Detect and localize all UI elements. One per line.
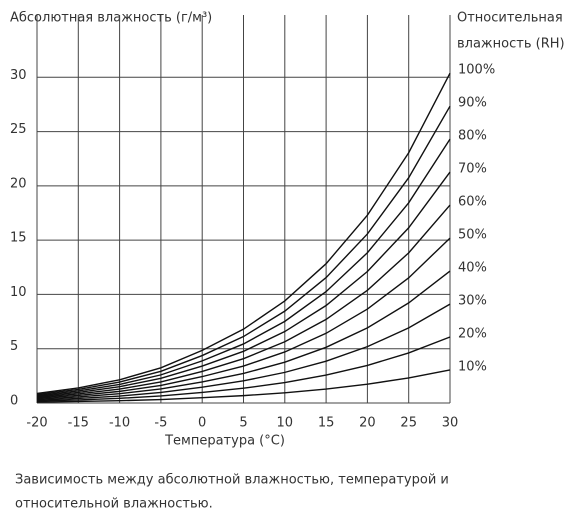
legend-label: 20% <box>458 327 487 342</box>
caption: Зависимость между абсолютной влажностью,… <box>15 473 449 488</box>
chart-title: Абсолютная влажность (г/м³) <box>10 11 212 26</box>
y-tick-label: 30 <box>10 68 27 83</box>
x-tick-label: 0 <box>198 416 206 431</box>
legend-label: 80% <box>458 129 487 144</box>
legend-label: 90% <box>458 96 487 111</box>
legend-label: 100% <box>458 63 495 78</box>
y-tick-label: 5 <box>10 339 18 354</box>
rh-curve <box>36 72 451 395</box>
x-tick-label: 15 <box>318 416 335 431</box>
rh-curve <box>36 171 451 397</box>
rh-curve <box>36 138 451 397</box>
x-tick-label: 10 <box>277 416 294 431</box>
x-tick-label: -10 <box>109 416 130 431</box>
x-tick-label: 25 <box>400 416 417 431</box>
y2-title: Относительная <box>457 11 563 26</box>
legend-label: 10% <box>458 360 487 375</box>
rh-curve <box>36 270 451 400</box>
x-tick-label: 5 <box>239 416 247 431</box>
x-tick-label: -20 <box>26 416 47 431</box>
x-tick-label: 20 <box>359 416 376 431</box>
y-tick-label: 10 <box>10 285 27 300</box>
x-axis-title: Температура (°C) <box>164 434 285 449</box>
legend-label: 50% <box>458 228 487 243</box>
y-tick-label: 0 <box>10 394 18 409</box>
rh-curve <box>36 336 451 402</box>
y-tick-label: 25 <box>10 122 27 137</box>
legend-label: 40% <box>458 261 487 276</box>
legend-label: 30% <box>458 294 487 309</box>
x-tick-label: 30 <box>442 416 459 431</box>
y2-title: влажность (RH) <box>457 37 565 52</box>
rh-curve <box>36 303 451 401</box>
rh-curve <box>36 237 451 399</box>
x-tick-label: -5 <box>154 416 167 431</box>
legend-label: 70% <box>458 162 487 177</box>
caption: относительной влажностью. <box>15 497 213 512</box>
legend-label: 60% <box>458 195 487 210</box>
x-tick-label: -15 <box>68 416 89 431</box>
y-tick-label: 15 <box>10 231 27 246</box>
rh-curve <box>36 369 451 403</box>
rh-curve <box>36 105 451 396</box>
rh-curve <box>36 204 451 398</box>
y-tick-label: 20 <box>10 176 27 191</box>
